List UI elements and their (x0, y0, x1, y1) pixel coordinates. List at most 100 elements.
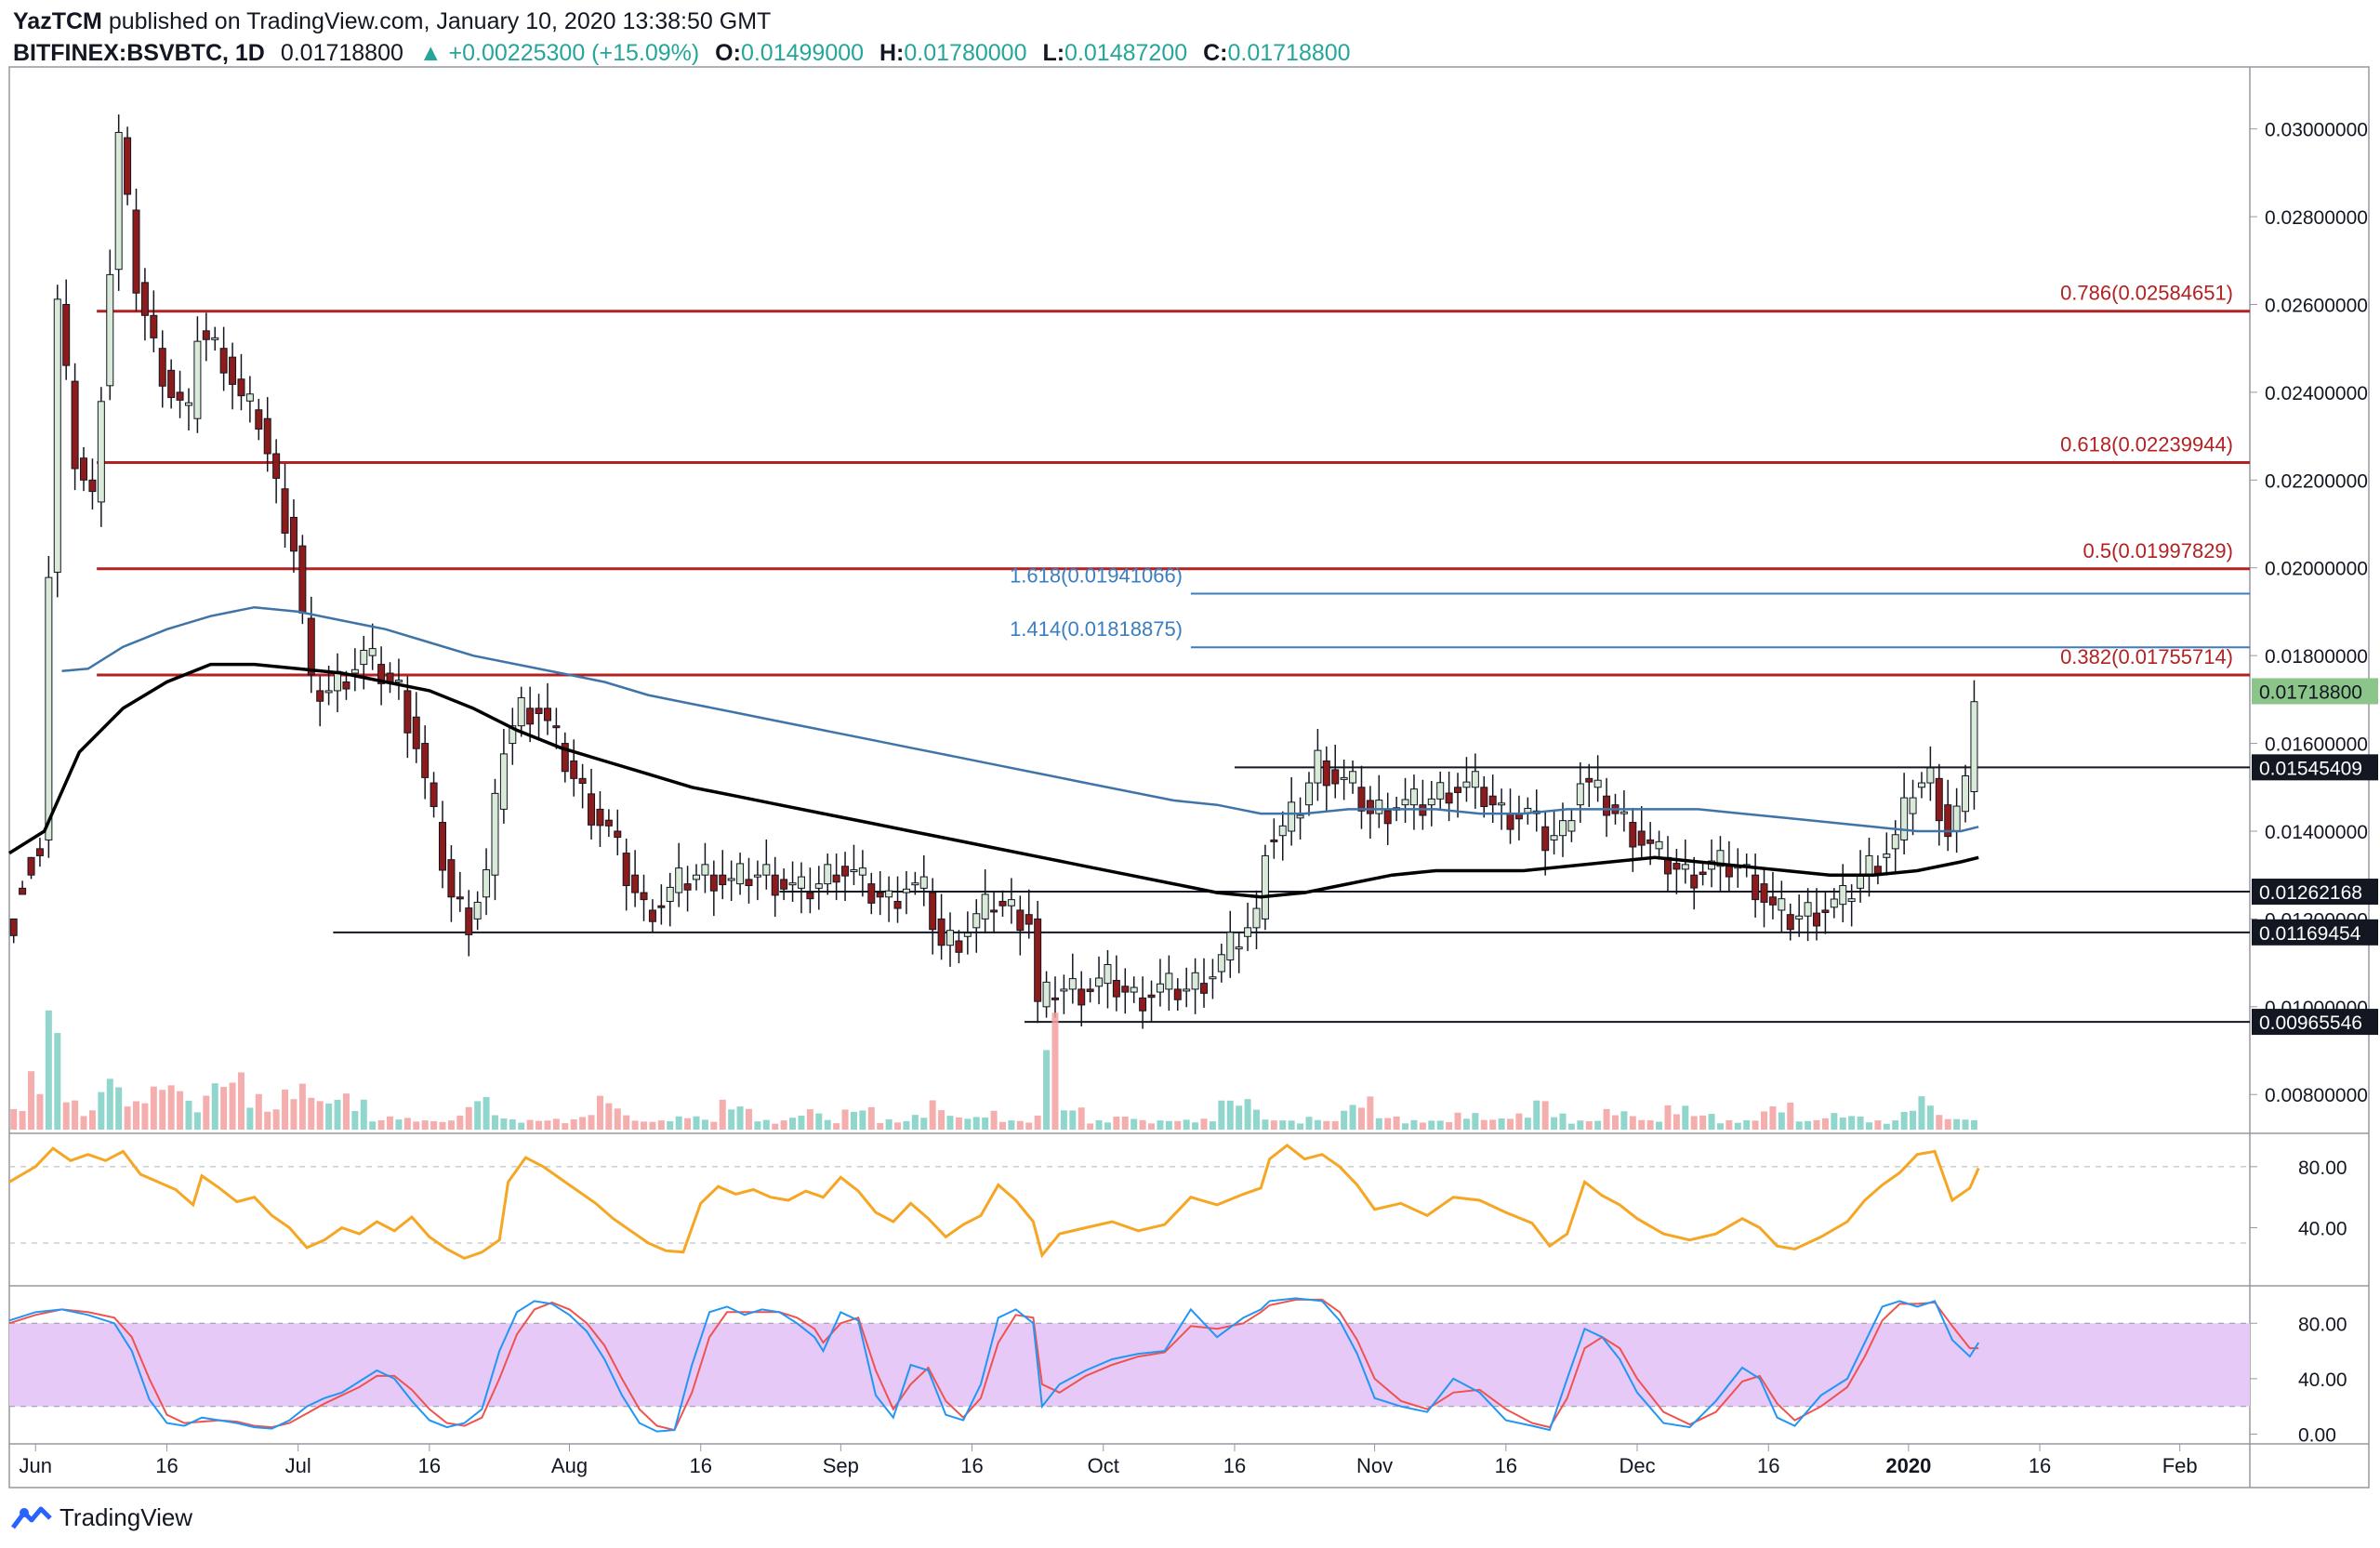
candle-body (902, 888, 910, 893)
volume-bar (10, 1108, 18, 1130)
candle-body (447, 859, 456, 898)
tradingview-brand-text[interactable]: TradingView (60, 1502, 193, 1531)
candle-body (176, 391, 184, 401)
candle-body (1042, 981, 1051, 1008)
price-label-text: 0.01169454 (2259, 923, 2361, 945)
candle-body (1821, 909, 1830, 913)
candle-body (753, 874, 761, 878)
volume-bar (1165, 1120, 1172, 1130)
price-tick-label: 0.01800000 (2265, 646, 2368, 668)
volume-bar (342, 1093, 350, 1130)
volume-bar (1839, 1118, 1846, 1130)
candle-body (1498, 802, 1506, 806)
volume-bar (710, 1121, 718, 1130)
candle-body (9, 918, 18, 936)
candle-body (543, 708, 551, 721)
volume-bar (1690, 1116, 1698, 1130)
volume-bar (1656, 1121, 1663, 1130)
candle-body (683, 883, 692, 891)
candle-body (1488, 795, 1497, 806)
volume-bar (36, 1093, 44, 1130)
volume-bar (150, 1086, 157, 1130)
volume-bar (1559, 1113, 1567, 1130)
time-tick-label: 16 (2029, 1454, 2051, 1477)
candle-body (1375, 800, 1383, 814)
candle-body (1217, 954, 1225, 972)
volume-bar (938, 1110, 945, 1130)
volume-bar (203, 1095, 210, 1130)
volume-bar (1428, 1120, 1435, 1130)
candle-body (1883, 853, 1891, 858)
candle-body (1655, 840, 1663, 850)
volume-bar (413, 1121, 420, 1130)
volume-bar (377, 1119, 385, 1130)
volume-bar (106, 1078, 113, 1130)
candle-body (1244, 927, 1252, 937)
volume-bar (1060, 1110, 1067, 1130)
candle-body (1725, 866, 1733, 878)
volume-bar (1848, 1116, 1856, 1130)
candle-body (1016, 909, 1025, 932)
volume-bar (316, 1101, 324, 1130)
volume-bar (80, 1116, 87, 1130)
candle-body (604, 819, 613, 827)
volume-bar (1970, 1119, 1977, 1130)
candle-body (307, 617, 315, 676)
open-label: O: (715, 40, 741, 66)
volume-bar (19, 1111, 26, 1130)
tradingview-logo-icon[interactable] (11, 1503, 52, 1531)
candle-body (1865, 854, 1873, 876)
author-name[interactable]: YazTCM (13, 8, 102, 34)
volume-bar (1218, 1100, 1225, 1130)
candle-body (19, 887, 27, 895)
candle-body (1716, 850, 1725, 867)
candle-body (71, 380, 79, 470)
candle-body (1558, 820, 1567, 837)
volume-bar (1813, 1119, 1820, 1130)
candle-body (1051, 997, 1059, 1000)
volume-bar (1393, 1116, 1400, 1130)
candle-body (1025, 914, 1033, 925)
volume-bar (1944, 1118, 1951, 1130)
candle-body (596, 808, 604, 827)
candle-body (1935, 777, 1943, 822)
volume-bar (115, 1087, 123, 1130)
volume-bar (1541, 1101, 1549, 1130)
candle-body (1962, 775, 1970, 813)
volume-bar (955, 1117, 962, 1130)
volume-bar (903, 1120, 910, 1130)
candle-body (88, 479, 97, 493)
fib-level-label: 0.382(0.01755714) (2060, 645, 2233, 668)
candle-body (80, 457, 88, 481)
candle-body (456, 896, 464, 900)
volume-bar (1743, 1120, 1751, 1130)
candle-body (483, 869, 491, 898)
volume-bar (1139, 1119, 1146, 1130)
volume-bar (255, 1093, 262, 1130)
volume-bar (1831, 1113, 1838, 1130)
volume-bar (509, 1119, 516, 1130)
candle-body (421, 743, 430, 778)
candle-body (132, 209, 140, 294)
candle-body (780, 879, 788, 890)
volume-bar (1918, 1096, 1925, 1130)
volume-bar (894, 1122, 902, 1130)
volume-bar (1209, 1121, 1216, 1130)
time-tick-label: 16 (1495, 1454, 1517, 1477)
volume-bar (1734, 1122, 1741, 1130)
candle-body (229, 356, 237, 385)
candle-body (316, 690, 324, 702)
volume-bar (1375, 1118, 1382, 1130)
candle-body (675, 867, 683, 893)
volume-bar (1226, 1100, 1234, 1130)
candle-body (1506, 813, 1514, 830)
fib-level-label: 0.786(0.02584651) (2060, 282, 2233, 305)
candle-body (972, 913, 981, 929)
volume-bar (1025, 1122, 1033, 1130)
volume-bar (1480, 1119, 1488, 1130)
volume-bar (570, 1118, 577, 1130)
volume-bar (325, 1103, 333, 1130)
symbol-label[interactable]: BITFINEX:BSVBTC, 1D (13, 40, 265, 66)
time-tick-label: Jun (20, 1454, 52, 1477)
